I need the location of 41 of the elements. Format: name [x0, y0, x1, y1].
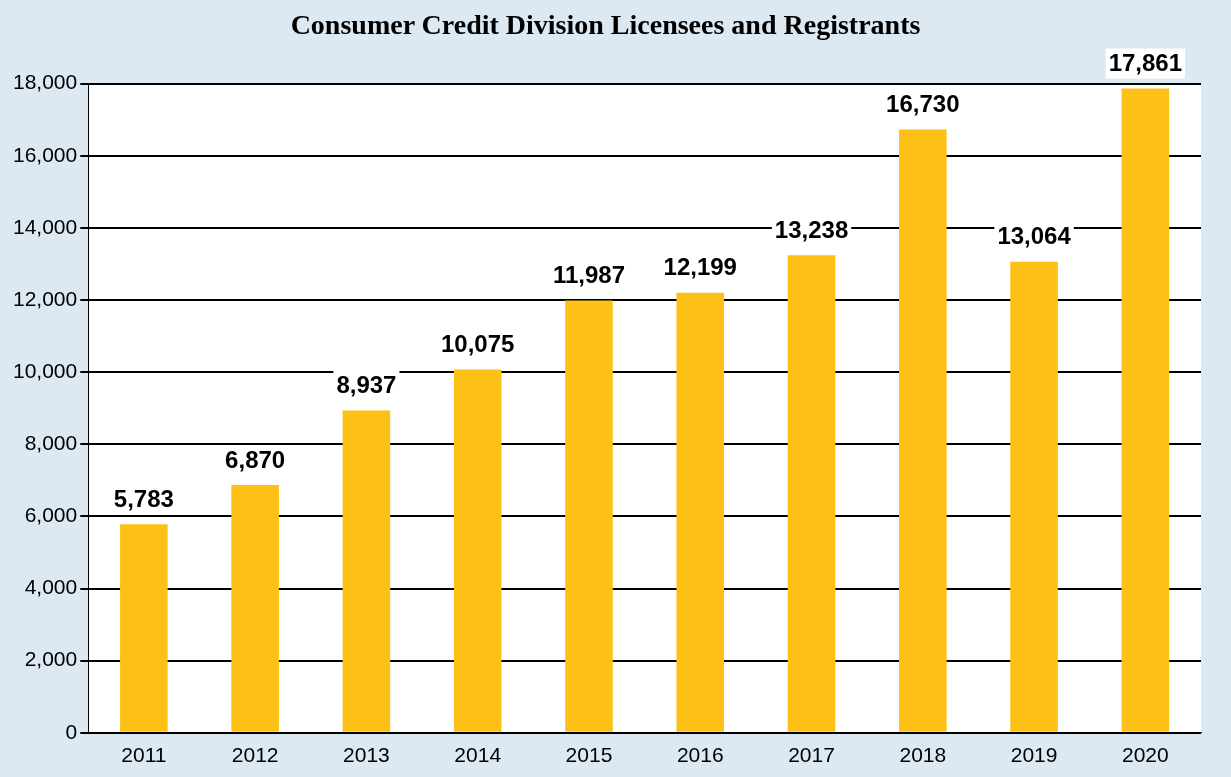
bar	[787, 255, 836, 732]
bar	[120, 524, 168, 732]
x-tick-label: 2011	[121, 743, 167, 767]
bar	[676, 292, 725, 732]
bar	[1121, 88, 1170, 732]
bar	[342, 410, 391, 732]
y-tick-label: 0	[65, 719, 78, 743]
data-label: 16,730	[886, 90, 960, 118]
y-tick-label: 14,000	[13, 214, 78, 238]
data-label: 17,861	[1108, 49, 1183, 77]
bar	[453, 369, 502, 732]
y-tick-label: 4,000	[24, 575, 78, 599]
data-label: 11,987	[552, 261, 626, 289]
y-tick-label: 18,000	[13, 70, 78, 94]
data-label: 10,075	[441, 330, 515, 358]
data-label: 5,783	[113, 484, 174, 512]
data-label: 6,870	[225, 445, 286, 473]
x-tick-label: 2013	[343, 743, 390, 767]
x-tick-label: 2018	[899, 743, 947, 767]
data-label: 12,199	[663, 253, 737, 281]
x-tick-label: 2014	[454, 743, 502, 767]
y-tick-label: 12,000	[13, 286, 78, 310]
x-tick-label: 2019	[1010, 743, 1058, 767]
x-tick-label: 2017	[788, 743, 835, 767]
data-label: 8,937	[336, 371, 397, 399]
data-label: 13,238	[774, 215, 849, 243]
x-tick-label: 2016	[676, 743, 724, 767]
bar	[1010, 261, 1058, 732]
y-tick-label: 6,000	[24, 503, 78, 527]
y-tick-label: 10,000	[13, 358, 78, 382]
x-tick-label: 2012	[231, 743, 279, 767]
chart-title: Consumer Credit Division Licensees and Registrants	[290, 9, 921, 41]
bar	[231, 485, 279, 732]
data-label: 13,064	[997, 222, 1072, 250]
y-tick-label: 16,000	[13, 142, 78, 166]
bar	[899, 129, 947, 732]
bar	[565, 300, 613, 732]
y-tick-label: 8,000	[24, 431, 78, 455]
x-tick-label: 2020	[1122, 743, 1169, 767]
x-tick-label: 2015	[565, 743, 613, 767]
y-tick-label: 2,000	[24, 647, 78, 671]
